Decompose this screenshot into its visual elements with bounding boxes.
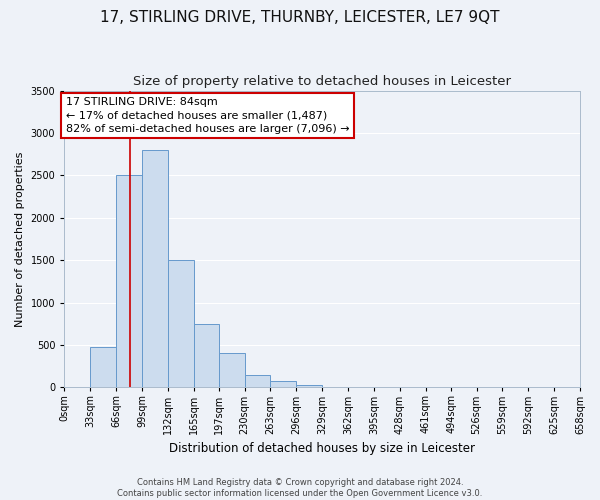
Bar	[245, 374, 271, 388]
Bar	[168, 260, 194, 388]
Bar	[194, 324, 219, 388]
Y-axis label: Number of detached properties: Number of detached properties	[15, 152, 25, 326]
Text: 17 STIRLING DRIVE: 84sqm
← 17% of detached houses are smaller (1,487)
82% of sem: 17 STIRLING DRIVE: 84sqm ← 17% of detach…	[66, 98, 350, 134]
X-axis label: Distribution of detached houses by size in Leicester: Distribution of detached houses by size …	[169, 442, 475, 455]
Bar	[116, 176, 142, 388]
Text: Contains HM Land Registry data © Crown copyright and database right 2024.
Contai: Contains HM Land Registry data © Crown c…	[118, 478, 482, 498]
Text: 17, STIRLING DRIVE, THURNBY, LEICESTER, LE7 9QT: 17, STIRLING DRIVE, THURNBY, LEICESTER, …	[100, 10, 500, 25]
Bar	[90, 348, 116, 388]
Bar	[142, 150, 168, 388]
Bar	[219, 354, 245, 388]
Title: Size of property relative to detached houses in Leicester: Size of property relative to detached ho…	[133, 75, 511, 88]
Bar	[271, 380, 296, 388]
Bar	[296, 385, 322, 388]
